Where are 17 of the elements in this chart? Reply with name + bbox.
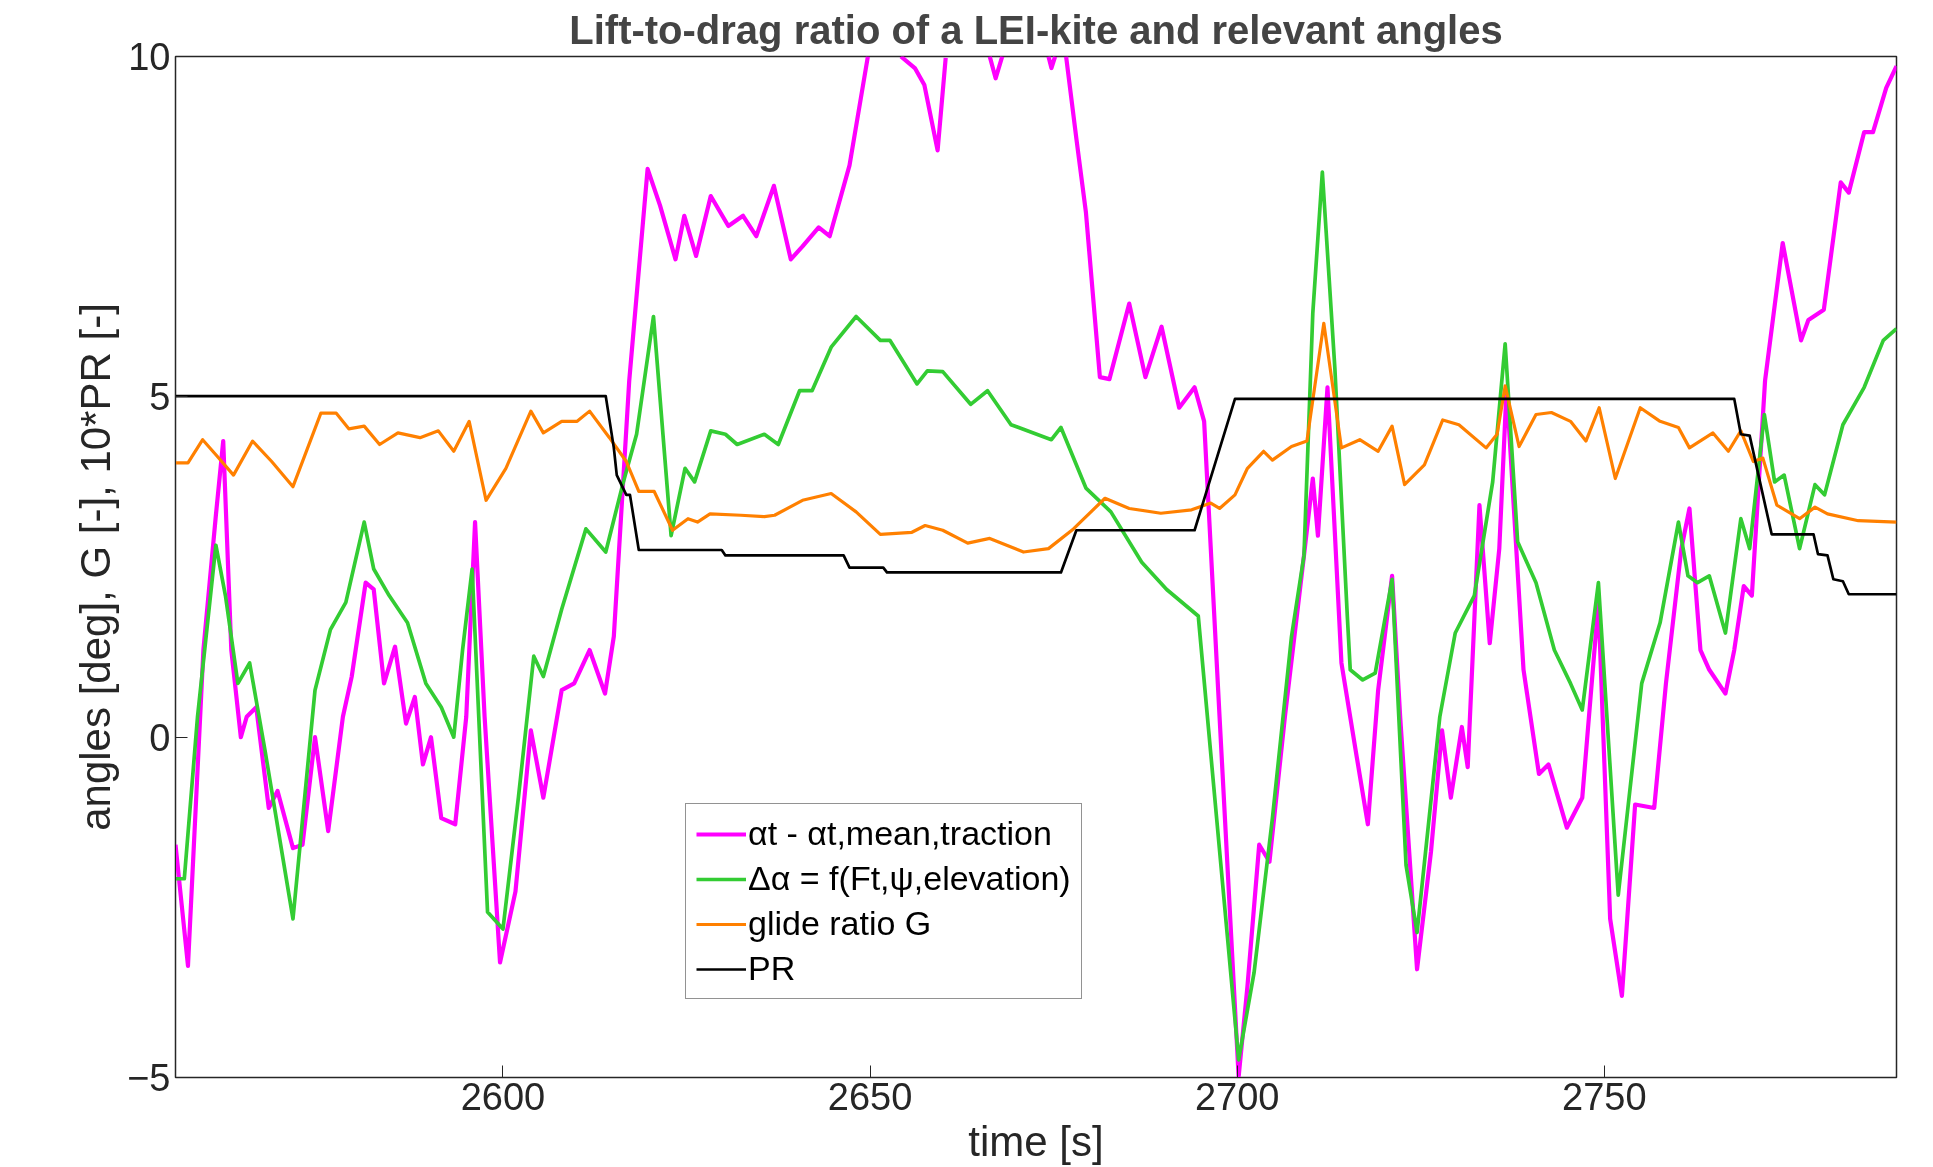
x-tick-label: 2650 xyxy=(827,1075,913,1118)
y-tick-label: −5 xyxy=(127,1057,171,1099)
legend-label: αt - αt,mean,traction xyxy=(748,814,1052,853)
x-axis-title: time [s] xyxy=(968,1117,1104,1165)
y-tick-label: 5 xyxy=(149,376,171,419)
line-series xyxy=(175,321,1897,554)
x-tick-label: 2600 xyxy=(460,1075,546,1118)
x-tick-label: 2700 xyxy=(1194,1075,1280,1118)
line-series xyxy=(175,394,1897,596)
y-tick-label: 0 xyxy=(149,716,171,759)
y-axis-title: angles [deg], G [-], 10*PR [-] xyxy=(72,303,120,831)
x-tick-label: 2750 xyxy=(1562,1075,1647,1118)
legend-label: Δα = f(Ft,ψ,elevation) xyxy=(748,859,1071,898)
legend-label: glide ratio G xyxy=(748,904,932,943)
chart-title: Lift-to-drag ratio of a LEI-kite and relevant angles xyxy=(569,7,1503,52)
legend-label: PR xyxy=(748,949,796,988)
y-tick-label: 10 xyxy=(128,36,171,78)
